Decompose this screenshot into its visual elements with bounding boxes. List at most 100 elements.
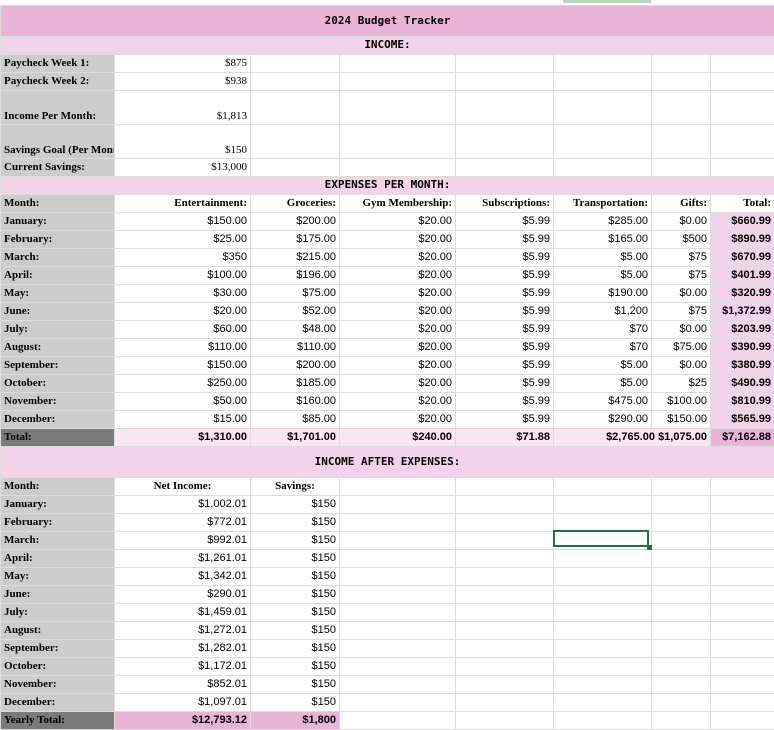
empty-cell[interactable] (340, 693, 456, 711)
expenses-section-header[interactable]: EXPENSES PER MONTH: (1, 176, 774, 194)
empty-cell[interactable] (652, 495, 711, 513)
total-grand[interactable]: $7,162.88 (711, 428, 774, 446)
empty-cell[interactable] (554, 621, 652, 639)
expenses-col-gifts[interactable]: Gifts: (652, 194, 711, 212)
expense-month[interactable]: April: (1, 266, 115, 284)
empty-cell[interactable] (554, 495, 652, 513)
net-income[interactable]: $852.01 (115, 675, 251, 693)
empty-cell[interactable] (251, 54, 340, 72)
expenses-col-month[interactable]: Month: (1, 194, 115, 212)
empty-cell[interactable] (711, 675, 774, 693)
expense-total[interactable]: $490.99 (711, 374, 774, 392)
empty-cell[interactable] (456, 54, 554, 72)
income-label-paycheck-week-2[interactable]: Paycheck Week 2: (1, 72, 115, 90)
net-income[interactable]: $290.01 (115, 585, 251, 603)
empty-cell[interactable] (340, 549, 456, 567)
expense-entertainment[interactable]: $60.00 (115, 320, 251, 338)
empty-cell[interactable] (456, 675, 554, 693)
expense-total[interactable]: $810.99 (711, 392, 774, 410)
after-month[interactable]: January: (1, 495, 115, 513)
income-section-header[interactable]: INCOME: (1, 36, 774, 54)
savings[interactable]: $150 (251, 495, 340, 513)
expense-gifts[interactable]: $0.00 (652, 212, 711, 230)
expense-total[interactable]: $565.99 (711, 410, 774, 428)
empty-cell[interactable] (652, 675, 711, 693)
after-month[interactable]: July: (1, 603, 115, 621)
empty-cell[interactable] (340, 477, 456, 495)
expense-groceries[interactable]: $185.00 (251, 374, 340, 392)
empty-cell[interactable] (652, 639, 711, 657)
empty-cell[interactable] (554, 639, 652, 657)
empty-cell[interactable] (456, 124, 554, 158)
expense-gifts[interactable]: $150.00 (652, 410, 711, 428)
expenses-col-transportation[interactable]: Transportation: (554, 194, 652, 212)
expense-total[interactable]: $890.99 (711, 230, 774, 248)
empty-cell[interactable] (652, 531, 711, 549)
income-value-paycheck-week-1[interactable]: $875 (115, 54, 251, 72)
empty-cell[interactable] (340, 495, 456, 513)
empty-cell[interactable] (554, 124, 652, 158)
expense-gifts[interactable]: $500 (652, 230, 711, 248)
expenses-col-total[interactable]: Total: (711, 194, 774, 212)
expense-transportation[interactable]: $5.00 (554, 266, 652, 284)
expense-total[interactable]: $203.99 (711, 320, 774, 338)
empty-cell[interactable] (554, 477, 652, 495)
expense-entertainment[interactable]: $20.00 (115, 302, 251, 320)
expense-gym[interactable]: $20.00 (340, 356, 456, 374)
expense-groceries[interactable]: $200.00 (251, 356, 340, 374)
expense-gifts[interactable]: $25 (652, 374, 711, 392)
empty-cell[interactable] (554, 693, 652, 711)
empty-cell[interactable] (340, 567, 456, 585)
after-col-net-income[interactable]: Net Income: (115, 477, 251, 495)
expense-month[interactable]: October: (1, 374, 115, 392)
empty-cell[interactable] (340, 90, 456, 124)
yearly-total-savings[interactable]: $1,800 (251, 711, 340, 729)
empty-cell[interactable] (340, 603, 456, 621)
savings[interactable]: $150 (251, 693, 340, 711)
expense-transportation[interactable]: $70 (554, 320, 652, 338)
expense-groceries[interactable]: $85.00 (251, 410, 340, 428)
expense-entertainment[interactable]: $25.00 (115, 230, 251, 248)
expense-transportation[interactable]: $475.00 (554, 392, 652, 410)
empty-cell[interactable] (711, 90, 774, 124)
expense-transportation[interactable]: $285.00 (554, 212, 652, 230)
empty-cell[interactable] (554, 585, 652, 603)
empty-cell[interactable] (456, 585, 554, 603)
expense-month[interactable]: December: (1, 410, 115, 428)
empty-cell[interactable] (711, 495, 774, 513)
empty-cell[interactable] (711, 711, 774, 729)
savings[interactable]: $150 (251, 567, 340, 585)
savings[interactable]: $150 (251, 603, 340, 621)
net-income[interactable]: $1,002.01 (115, 495, 251, 513)
expense-entertainment[interactable]: $50.00 (115, 392, 251, 410)
expense-transportation[interactable]: $1,200 (554, 302, 652, 320)
empty-cell[interactable] (456, 513, 554, 531)
expense-subscriptions[interactable]: $5.99 (456, 338, 554, 356)
expense-subscriptions[interactable]: $5.99 (456, 266, 554, 284)
empty-cell[interactable] (652, 54, 711, 72)
yearly-total-label[interactable]: Yearly Total: (1, 711, 115, 729)
expense-gym[interactable]: $20.00 (340, 320, 456, 338)
expense-transportation[interactable]: $5.00 (554, 248, 652, 266)
after-month[interactable]: September: (1, 639, 115, 657)
expense-gym[interactable]: $20.00 (340, 302, 456, 320)
income-value-paycheck-week-2[interactable]: $938 (115, 72, 251, 90)
empty-cell[interactable] (711, 567, 774, 585)
income-value-current-savings[interactable]: $13,000 (115, 158, 251, 176)
expense-subscriptions[interactable]: $5.99 (456, 284, 554, 302)
expense-entertainment[interactable]: $350 (115, 248, 251, 266)
empty-cell[interactable] (711, 585, 774, 603)
expense-groceries[interactable]: $200.00 (251, 212, 340, 230)
expense-groceries[interactable]: $52.00 (251, 302, 340, 320)
expense-gym[interactable]: $20.00 (340, 410, 456, 428)
empty-cell[interactable] (340, 124, 456, 158)
expense-transportation[interactable]: $290.00 (554, 410, 652, 428)
expense-transportation[interactable]: $5.00 (554, 356, 652, 374)
empty-cell[interactable] (251, 90, 340, 124)
empty-cell[interactable] (711, 531, 774, 549)
after-month[interactable]: December: (1, 693, 115, 711)
empty-cell[interactable] (711, 54, 774, 72)
expense-gifts[interactable]: $0.00 (652, 320, 711, 338)
expenses-col-entertainment[interactable]: Entertainment: (115, 194, 251, 212)
savings[interactable]: $150 (251, 531, 340, 549)
